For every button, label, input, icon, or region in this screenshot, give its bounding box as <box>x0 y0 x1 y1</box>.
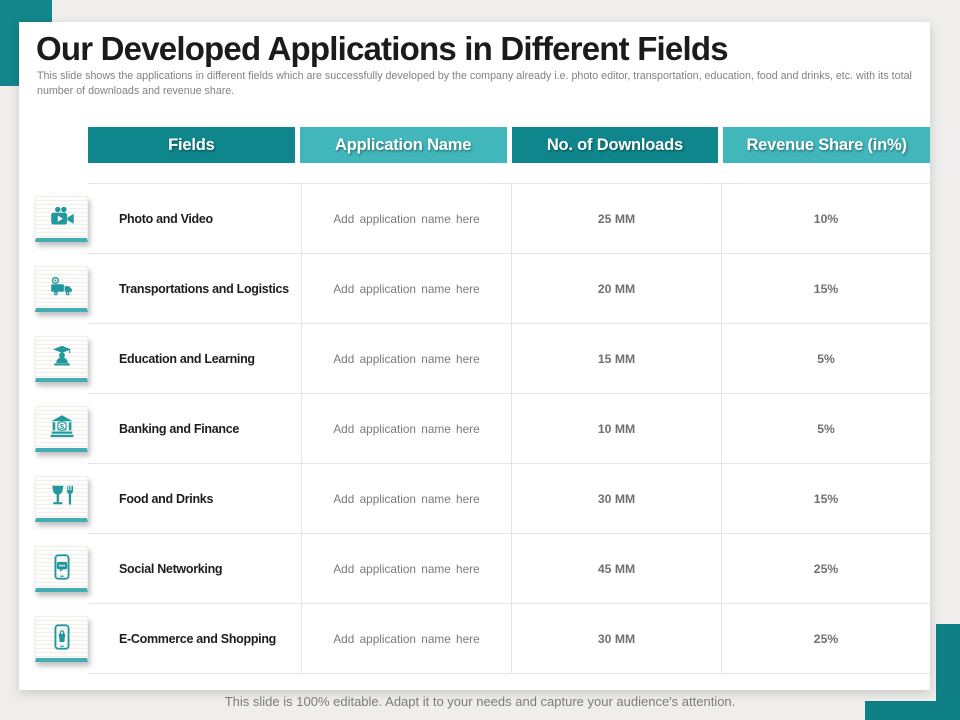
app-name-placeholder[interactable]: Add application name here <box>302 324 512 393</box>
delivery-truck-icon <box>47 272 77 302</box>
revenue-share-value: 15% <box>813 491 839 506</box>
downloads-value: 30 MM <box>512 604 722 673</box>
table-row: Photo and Video Add application name her… <box>35 184 930 254</box>
page-subtitle: This slide shows the applications in dif… <box>37 70 912 97</box>
field-name: Food and Drinks <box>88 464 302 533</box>
footer-note: This slide is 100% editable. Adapt it to… <box>224 694 736 709</box>
table-row: Transportations and Logistics Add applic… <box>35 254 930 324</box>
app-name-placeholder[interactable]: Add application name here <box>302 184 512 253</box>
downloads-value: 30 MM <box>512 464 722 533</box>
svg-text:$: $ <box>59 422 64 431</box>
downloads-value: 45 MM <box>512 534 722 603</box>
app-name-placeholder[interactable]: Add application name here <box>302 394 512 463</box>
field-icon-box <box>35 545 88 592</box>
revenue-share-value: 25% <box>813 631 839 646</box>
table-header-row: Fields Application Name No. of Downloads… <box>88 127 930 163</box>
downloads-value: 15 MM <box>512 324 722 393</box>
table-row: Social Networking Add application name h… <box>35 534 930 604</box>
bank-building-icon: $ <box>47 412 77 442</box>
table-row: Education and Learning Add application n… <box>35 324 930 394</box>
slide-panel: Our Developed Applications in Different … <box>19 22 930 690</box>
field-name: Banking and Finance <box>88 394 302 463</box>
downloads-value: 20 MM <box>512 254 722 323</box>
field-name: E-Commerce and Shopping <box>88 604 302 673</box>
header-cell-revenue-share: Revenue Share (in%) <box>723 127 930 163</box>
field-name: Photo and Video <box>88 184 302 253</box>
table-row: E-Commerce and Shopping Add application … <box>35 604 930 674</box>
field-icon-box <box>35 195 88 242</box>
graduate-student-icon <box>47 342 77 372</box>
field-icon-box <box>35 265 88 312</box>
field-name: Social Networking <box>88 534 302 603</box>
field-name: Education and Learning <box>88 324 302 393</box>
downloads-value: 25 MM <box>512 184 722 253</box>
app-name-placeholder[interactable]: Add application name here <box>302 604 512 673</box>
corner-accent-bottom-right-horizontal <box>865 701 960 720</box>
table-body: Photo and Video Add application name her… <box>35 183 930 674</box>
header-cell-application-name: Application Name <box>299 127 507 163</box>
table-row: $ Banking and Finance Add application na… <box>35 394 930 464</box>
table-row: Food and Drinks Add application name her… <box>35 464 930 534</box>
revenue-share-value: 5% <box>817 421 835 436</box>
field-icon-box <box>35 475 88 522</box>
field-icon-box <box>35 615 88 662</box>
app-name-placeholder[interactable]: Add application name here <box>302 464 512 533</box>
field-icon-box: $ <box>35 405 88 452</box>
food-and-drink-icon <box>47 482 77 512</box>
revenue-share-value: 25% <box>813 561 839 576</box>
app-name-placeholder[interactable]: Add application name here <box>302 254 512 323</box>
video-camera-icon <box>47 202 77 232</box>
revenue-share-value: 10% <box>813 211 839 226</box>
revenue-share-value: 15% <box>813 281 839 296</box>
social-chat-phone-icon <box>47 552 77 582</box>
shopping-phone-icon <box>47 622 77 652</box>
field-icon-box <box>35 335 88 382</box>
header-cell-downloads: No. of Downloads <box>511 127 719 163</box>
revenue-share-value: 5% <box>817 351 835 366</box>
header-cell-fields: Fields <box>88 127 295 163</box>
downloads-value: 10 MM <box>512 394 722 463</box>
page-title: Our Developed Applications in Different … <box>36 30 729 67</box>
app-name-placeholder[interactable]: Add application name here <box>302 534 512 603</box>
field-name: Transportations and Logistics <box>88 254 302 323</box>
